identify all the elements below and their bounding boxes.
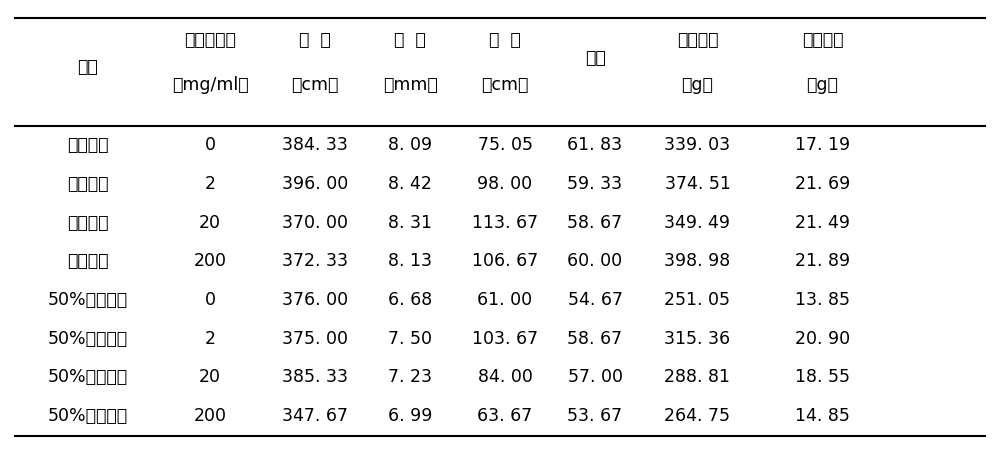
Text: （g）: （g） — [807, 76, 838, 94]
Text: 347. 67: 347. 67 — [282, 407, 348, 425]
Text: 17. 19: 17. 19 — [795, 136, 850, 154]
Text: 200: 200 — [194, 252, 227, 270]
Text: 瓜氨酸浓度: 瓜氨酸浓度 — [184, 31, 236, 49]
Text: 398. 98: 398. 98 — [664, 252, 731, 270]
Text: 375. 00: 375. 00 — [282, 330, 348, 348]
Text: 8. 13: 8. 13 — [388, 252, 432, 270]
Text: 自然光照: 自然光照 — [67, 214, 108, 232]
Text: 0: 0 — [205, 136, 216, 154]
Text: 60. 00: 60. 00 — [567, 252, 623, 270]
Text: 自然光照: 自然光照 — [67, 136, 108, 154]
Text: 339. 03: 339. 03 — [664, 136, 731, 154]
Text: 2: 2 — [205, 330, 216, 348]
Text: 251. 05: 251. 05 — [664, 291, 730, 309]
Text: 20: 20 — [199, 214, 221, 232]
Text: 自然光照: 自然光照 — [67, 252, 108, 270]
Text: 370. 00: 370. 00 — [282, 214, 348, 232]
Text: 21. 89: 21. 89 — [795, 252, 850, 270]
Text: 61. 00: 61. 00 — [477, 291, 533, 309]
Text: 20: 20 — [199, 369, 221, 387]
Text: 株  高: 株 高 — [299, 31, 331, 49]
Text: 地下鲜重: 地下鲜重 — [802, 31, 843, 49]
Text: 8. 31: 8. 31 — [388, 214, 432, 232]
Text: 自然光照: 自然光照 — [67, 175, 108, 193]
Text: 63. 67: 63. 67 — [477, 407, 533, 425]
Text: 200: 200 — [194, 407, 227, 425]
Text: 58. 67: 58. 67 — [567, 214, 623, 232]
Text: 6. 99: 6. 99 — [388, 407, 432, 425]
Text: 288. 81: 288. 81 — [664, 369, 730, 387]
Text: （cm）: （cm） — [481, 76, 529, 94]
Text: 14. 85: 14. 85 — [795, 407, 850, 425]
Text: 50%遮阴处理: 50%遮阴处理 — [47, 369, 128, 387]
Text: （mg/ml）: （mg/ml） — [172, 76, 248, 94]
Text: 61. 83: 61. 83 — [567, 136, 623, 154]
Text: 113. 67: 113. 67 — [472, 214, 538, 232]
Text: 21. 69: 21. 69 — [795, 175, 850, 193]
Text: 6. 68: 6. 68 — [388, 291, 432, 309]
Text: 59. 33: 59. 33 — [567, 175, 623, 193]
Text: 84. 00: 84. 00 — [478, 369, 532, 387]
Text: 18. 55: 18. 55 — [795, 369, 850, 387]
Text: 374. 51: 374. 51 — [665, 175, 730, 193]
Text: 264. 75: 264. 75 — [664, 407, 730, 425]
Text: 54. 67: 54. 67 — [568, 291, 622, 309]
Text: 50%遮阴处理: 50%遮阴处理 — [47, 291, 128, 309]
Text: 372. 33: 372. 33 — [282, 252, 348, 270]
Text: 根  长: 根 长 — [489, 31, 521, 49]
Text: （mm）: （mm） — [383, 76, 437, 94]
Text: 7. 23: 7. 23 — [388, 369, 432, 387]
Text: 58. 67: 58. 67 — [567, 330, 623, 348]
Text: 349. 49: 349. 49 — [664, 214, 730, 232]
Text: （cm）: （cm） — [291, 76, 339, 94]
Text: 0: 0 — [205, 291, 216, 309]
Text: 8. 42: 8. 42 — [388, 175, 432, 193]
Text: 396. 00: 396. 00 — [282, 175, 348, 193]
Text: 13. 85: 13. 85 — [795, 291, 850, 309]
Text: 茎  粗: 茎 粗 — [394, 31, 426, 49]
Text: 20. 90: 20. 90 — [795, 330, 850, 348]
Text: 21. 49: 21. 49 — [795, 214, 850, 232]
Text: 376. 00: 376. 00 — [282, 291, 348, 309]
Text: 315. 36: 315. 36 — [664, 330, 731, 348]
Text: 106. 67: 106. 67 — [472, 252, 538, 270]
Text: 53. 67: 53. 67 — [567, 407, 623, 425]
Text: 7. 50: 7. 50 — [388, 330, 432, 348]
Text: 98. 00: 98. 00 — [477, 175, 533, 193]
Text: 384. 33: 384. 33 — [282, 136, 348, 154]
Text: 8. 09: 8. 09 — [388, 136, 432, 154]
Text: 叶数: 叶数 — [585, 49, 605, 67]
Text: 50%遮阴处理: 50%遮阴处理 — [47, 330, 128, 348]
Text: 385. 33: 385. 33 — [282, 369, 348, 387]
Text: 地上鲜重: 地上鲜重 — [677, 31, 718, 49]
Text: 75. 05: 75. 05 — [478, 136, 532, 154]
Text: 处理: 处理 — [77, 58, 98, 76]
Text: （g）: （g） — [682, 76, 713, 94]
Text: 103. 67: 103. 67 — [472, 330, 538, 348]
Text: 57. 00: 57. 00 — [568, 369, 622, 387]
Text: 50%遮阴处理: 50%遮阴处理 — [47, 407, 128, 425]
Text: 2: 2 — [205, 175, 216, 193]
